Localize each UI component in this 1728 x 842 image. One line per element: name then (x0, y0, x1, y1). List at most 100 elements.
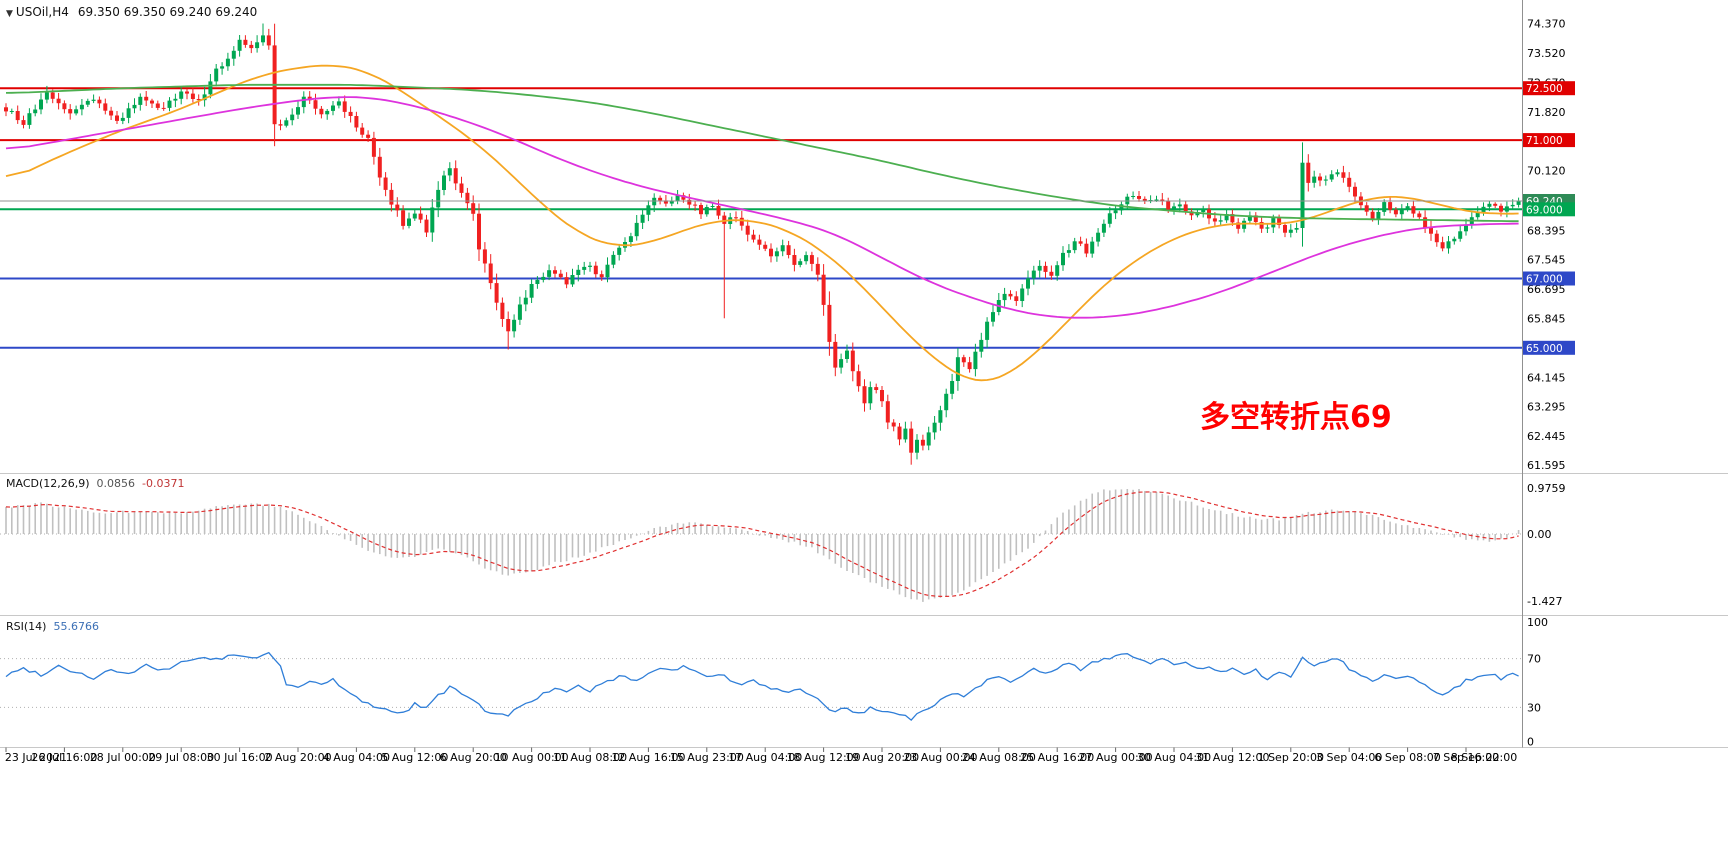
price-axis-label: 62.445 (1527, 430, 1566, 443)
candle (1218, 220, 1223, 222)
candle (161, 107, 166, 109)
candles-layer (4, 23, 1521, 465)
rsi-axis[interactable]: 100 70 30 0 (1527, 616, 1548, 749)
candle (50, 92, 55, 99)
candle (874, 387, 879, 390)
time-axis-label: 6 Sep 08:00 (1374, 751, 1440, 764)
candle (1393, 209, 1398, 215)
candle (1020, 288, 1025, 301)
candle (366, 134, 371, 138)
candle (290, 114, 295, 121)
macd-axis[interactable]: 0.9759 0.00 -1.427 (1527, 482, 1566, 608)
candle (1475, 212, 1480, 218)
candle (915, 439, 919, 453)
rsi-axis-label: 0 (1527, 736, 1534, 749)
ohlc-values: 69.350 69.350 69.240 69.240 (77, 5, 258, 19)
candle (231, 50, 236, 59)
candle (1101, 223, 1106, 233)
price-badge (1523, 81, 1575, 96)
candle (938, 410, 943, 423)
candle (39, 99, 43, 110)
time-axis-label: 8 Sep 22:00 (1451, 751, 1517, 764)
candle (214, 68, 219, 82)
candle (1172, 206, 1176, 210)
time-axis-label: 3 Sep 04:00 (1316, 751, 1382, 764)
time-axis-label: 10 Aug 00:00 (495, 751, 569, 764)
candle (331, 105, 335, 111)
candle (150, 100, 154, 104)
chart-title-bar: ▼ USOil,H4 69.350 69.350 69.240 69.240 (6, 5, 257, 19)
price-axis-label: 70.120 (1527, 165, 1566, 178)
price-axis-label: 71.820 (1527, 106, 1566, 119)
candle (523, 297, 528, 305)
candle (1002, 293, 1007, 301)
candle (599, 274, 604, 278)
candle (862, 386, 867, 404)
time-axis-label: 25 Aug 16:00 (1020, 751, 1094, 764)
candle (1037, 265, 1042, 271)
candle (564, 277, 569, 285)
candle (1446, 241, 1451, 249)
candle (815, 263, 820, 275)
candle (897, 426, 902, 440)
macd-panel[interactable] (0, 489, 1522, 602)
price-badge (1523, 340, 1575, 355)
price-badge-value: 69.000 (1526, 204, 1563, 216)
candle (1212, 218, 1217, 222)
candle (1253, 215, 1258, 222)
candle (833, 341, 838, 368)
candle (1388, 202, 1393, 210)
candle (774, 251, 779, 257)
candle (687, 199, 692, 205)
rsi-name: RSI(14) (6, 620, 47, 633)
candle (1026, 278, 1030, 289)
candle (1504, 206, 1509, 212)
candle (1405, 206, 1410, 209)
time-axis-label: 5 Aug 12:00 (381, 751, 448, 764)
candle (763, 244, 768, 249)
time-axis-label: 6 Aug 20:00 (440, 751, 507, 764)
candle (348, 111, 353, 116)
price-badge-value: 71.000 (1526, 135, 1563, 147)
candle (553, 270, 557, 274)
candle (605, 264, 610, 278)
candle (120, 117, 125, 121)
candle (792, 255, 797, 265)
candle (1061, 252, 1065, 266)
candle (932, 422, 937, 433)
candle (950, 381, 955, 394)
price-axis-label: 66.695 (1527, 283, 1566, 296)
price-axis-label: 67.545 (1527, 254, 1566, 267)
candle (103, 103, 108, 111)
candle (471, 203, 476, 214)
rsi-line (5, 651, 1519, 721)
candle (243, 39, 248, 45)
candle (1271, 218, 1276, 228)
panel-frame (0, 0, 1728, 748)
horizontal-level-lines[interactable] (0, 87, 1522, 349)
chart-text-annotation[interactable]: 多空转折点69 (1200, 400, 1392, 435)
candle (284, 120, 289, 126)
candle (1031, 270, 1036, 279)
candle (1043, 265, 1048, 272)
candle (1487, 203, 1492, 207)
candle (506, 319, 511, 332)
time-axis-label: 12 Aug 16:00 (611, 751, 685, 764)
candle (1066, 250, 1071, 253)
candle (249, 44, 254, 49)
candle (593, 265, 598, 275)
candle (512, 319, 517, 332)
time-axis-label: 27 Aug 00:00 (1079, 751, 1153, 764)
price-axis-label: 74.370 (1527, 18, 1566, 31)
candle (1370, 211, 1375, 219)
candle (4, 107, 8, 112)
candle (716, 206, 721, 216)
candle (62, 103, 67, 110)
candle (699, 205, 703, 215)
price-axis-label: 61.595 (1527, 459, 1566, 472)
candle (1376, 211, 1381, 219)
price-axis-label: 73.520 (1527, 47, 1566, 60)
rsi-panel[interactable] (0, 651, 1522, 721)
